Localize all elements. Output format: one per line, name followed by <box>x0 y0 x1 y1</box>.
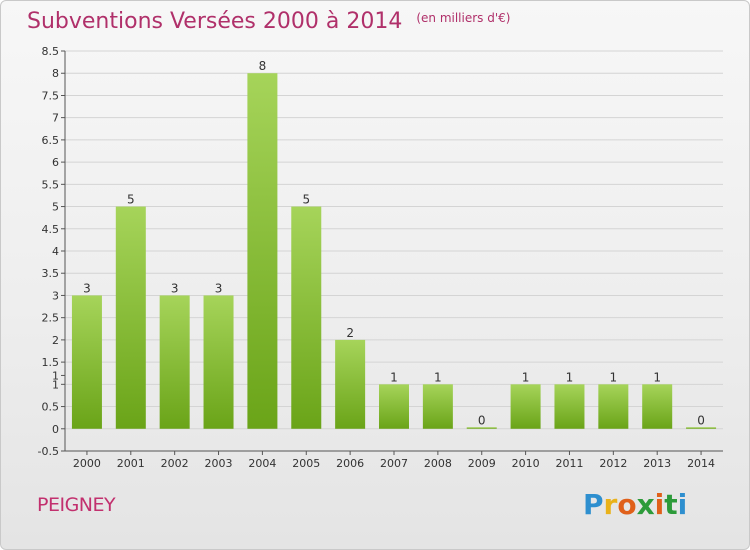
data-label: 1 <box>566 370 574 384</box>
y-tick-label: 6 <box>52 156 59 169</box>
data-label: 1 <box>522 370 530 384</box>
x-tick-label: 2003 <box>205 457 233 470</box>
y-tick-label: 2.5 <box>42 312 60 325</box>
bar <box>686 427 717 429</box>
y-tick-label: 4 <box>52 245 59 258</box>
x-tick-label: 2009 <box>468 457 496 470</box>
y-tick-label: -0.5 <box>38 445 59 458</box>
logo-letter: x <box>636 488 655 521</box>
chart-subtitle: (en milliers d'€) <box>416 11 511 25</box>
y-tick-label: 1 <box>52 378 59 391</box>
logo-letter: i <box>654 488 665 521</box>
data-label: 8 <box>259 59 267 73</box>
bar <box>642 384 673 429</box>
logo-letter: i <box>677 488 688 521</box>
x-tick-label: 2001 <box>117 457 145 470</box>
bar <box>422 384 453 429</box>
data-label: 1 <box>434 370 442 384</box>
data-label: 5 <box>127 193 135 207</box>
bar <box>203 295 234 429</box>
x-tick-label: 2011 <box>555 457 583 470</box>
bar <box>291 206 322 429</box>
y-tick-label: 0 <box>52 423 59 436</box>
logo-letter: o <box>617 488 637 521</box>
chart-title: Subventions Versées 2000 à 2014 <box>27 9 403 34</box>
bar <box>247 73 278 429</box>
data-label: 0 <box>478 413 486 427</box>
bar <box>598 384 629 429</box>
y-tick-label: 7 <box>52 112 59 125</box>
y-tick-label: 1 <box>52 369 59 382</box>
x-tick-label: 2000 <box>73 457 101 470</box>
x-tick-label: 2014 <box>687 457 715 470</box>
x-tick-label: 2010 <box>512 457 540 470</box>
x-tick-label: 2002 <box>161 457 189 470</box>
x-tick-label: 2012 <box>599 457 627 470</box>
y-tick-label: 1.5 <box>42 356 60 369</box>
data-label: 5 <box>302 193 310 207</box>
bar <box>159 295 190 429</box>
data-label: 1 <box>610 370 618 384</box>
logo-letter: P <box>583 488 604 521</box>
data-label: 3 <box>171 281 179 295</box>
place-name: PEIGNEY <box>37 494 116 516</box>
x-tick-label: 2013 <box>643 457 671 470</box>
y-tick-label: 8.5 <box>42 45 60 58</box>
bar <box>335 339 366 429</box>
data-label: 3 <box>83 281 91 295</box>
y-tick-label: 6.5 <box>42 134 60 147</box>
y-tick-label: 5.5 <box>42 178 60 191</box>
x-tick-label: 2004 <box>248 457 276 470</box>
logo-letter: t <box>664 488 678 521</box>
data-label: 1 <box>653 370 661 384</box>
bar <box>71 295 102 429</box>
bar <box>554 384 585 429</box>
y-tick-label: 4.5 <box>42 223 60 236</box>
bar <box>379 384 409 429</box>
bar <box>115 206 146 429</box>
x-tick-label: 2006 <box>336 457 364 470</box>
y-tick-label: 3.5 <box>42 267 60 280</box>
logo-letter: r <box>603 488 618 521</box>
bar <box>510 384 541 429</box>
proxiti-logo[interactable]: Proxiti <box>583 488 687 521</box>
data-label: 3 <box>215 281 223 295</box>
data-label: 1 <box>390 370 398 384</box>
x-tick-label: 2008 <box>424 457 452 470</box>
x-tick-label: 2005 <box>292 457 320 470</box>
x-tick-label: 2007 <box>380 457 408 470</box>
y-tick-label: 2 <box>52 334 59 347</box>
y-tick-label: 0.5 <box>42 401 60 414</box>
y-tick-label: 3 <box>52 289 59 302</box>
bar <box>466 427 497 429</box>
data-label: 2 <box>346 326 354 340</box>
title-block: Subventions Versées 2000 à 2014 (en milli… <box>27 9 510 34</box>
y-tick-label: 5 <box>52 201 59 214</box>
data-label: 0 <box>697 413 705 427</box>
y-tick-label: 8 <box>52 67 59 80</box>
y-tick-label: 7.5 <box>42 89 60 102</box>
